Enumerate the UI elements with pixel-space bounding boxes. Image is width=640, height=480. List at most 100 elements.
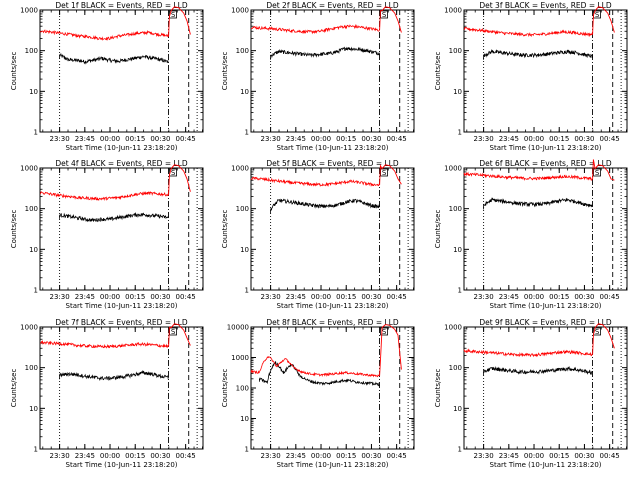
y-tick-label: 1: [458, 129, 462, 137]
detector-panel-1: Det 1f BLACK = Events, RED = LLD 1 10 100 10…: [10, 1, 204, 152]
y-tick-label: 1: [34, 287, 38, 295]
x-tick-label: 00:15: [336, 135, 356, 143]
x-axis-label: Start Time (10-Jun-11 23:18:20): [277, 144, 389, 152]
x-axis-label: Start Time (10-Jun-11 23:18:20): [490, 302, 602, 310]
detector-panel-5: Det 5f BLACK = Events, RED = LLD 1 10 100 10…: [221, 159, 415, 310]
series-line-lld: [251, 23, 380, 35]
detector-panel-4: Det 4f BLACK = Events, RED = LLD 1 10 100 10…: [10, 159, 204, 310]
y-tick-label: 1000: [444, 165, 462, 173]
y-tick-label: 1000: [231, 7, 249, 15]
y-tick-label: 1000: [231, 165, 249, 173]
series-line-lld-rise: [168, 6, 191, 37]
series-line-lld-rise: [592, 159, 615, 181]
plot-frame: [463, 326, 628, 450]
x-tick-label: 00:45: [387, 293, 407, 301]
x-tick-label: 00:00: [311, 135, 331, 143]
y-tick-label: 1000: [20, 7, 38, 15]
x-tick-label: 23:45: [75, 293, 95, 301]
marker-label: S: [382, 328, 387, 336]
y-tick-label: 1: [245, 446, 249, 454]
y-tick-label: 10: [29, 88, 38, 96]
series-line-lld: [463, 171, 593, 181]
y-tick-label: 1: [245, 287, 249, 295]
x-tick-label: 00:45: [600, 452, 620, 460]
x-tick-label: 00:45: [176, 452, 196, 460]
panel-title: Det 5f BLACK = Events, RED = LLD: [266, 159, 399, 168]
x-tick-label: 00:30: [150, 452, 170, 460]
panel-title: Det 9f BLACK = Events, RED = LLD: [479, 318, 612, 327]
plot-frame: [250, 167, 415, 291]
y-tick-label: 1: [458, 287, 462, 295]
x-tick-label: 23:45: [286, 135, 306, 143]
x-tick-label: 00:15: [549, 135, 569, 143]
x-tick-label: 00:15: [125, 135, 145, 143]
series-line-events: [483, 197, 593, 210]
x-tick-label: 00:45: [600, 135, 620, 143]
x-tick-label: 00:00: [100, 452, 120, 460]
marker-label-box: [593, 327, 601, 336]
x-tick-label: 00:00: [100, 293, 120, 301]
x-tick-label: 00:00: [311, 293, 331, 301]
x-tick-label: 00:00: [524, 293, 544, 301]
y-tick-label: 10: [453, 405, 462, 413]
y-axis-label: Counts/sec: [434, 210, 442, 249]
x-tick-label: 00:30: [574, 293, 594, 301]
x-tick-label: 00:45: [387, 452, 407, 460]
marker-label: S: [171, 328, 176, 336]
panel-title: Det 6f BLACK = Events, RED = LLD: [479, 159, 612, 168]
y-tick-label: 100: [449, 364, 462, 372]
y-tick-label: 1000: [444, 7, 462, 15]
panel-title: Det 1f BLACK = Events, RED = LLD: [55, 1, 188, 10]
y-tick-label: 10: [240, 246, 249, 254]
y-axis-label: Counts/sec: [434, 52, 442, 91]
detector-panel-3: Det 3f BLACK = Events, RED = LLD 1 10 100 10…: [434, 1, 628, 152]
marker-label: S: [595, 169, 600, 177]
x-tick-label: 23:30: [261, 135, 281, 143]
series-line-lld-rise: [592, 6, 615, 35]
marker-label-box: [169, 168, 177, 177]
x-tick-label: 23:30: [474, 293, 494, 301]
series-line-lld-rise: [379, 324, 402, 376]
y-tick-label: 100: [449, 47, 462, 55]
x-tick-label: 00:15: [549, 452, 569, 460]
x-tick-label: 00:45: [387, 135, 407, 143]
y-tick-label: 100: [449, 205, 462, 213]
x-tick-label: 23:45: [75, 135, 95, 143]
series-line-events: [483, 48, 593, 60]
x-tick-label: 00:00: [524, 452, 544, 460]
marker-label: S: [171, 11, 176, 19]
x-tick-label: 00:30: [150, 135, 170, 143]
marker-label: S: [595, 11, 600, 19]
x-tick-label: 23:45: [499, 135, 519, 143]
x-tick-label: 00:15: [549, 293, 569, 301]
plot-frame: [463, 9, 628, 133]
y-tick-label: 1000: [444, 324, 462, 332]
y-tick-label: 1: [34, 446, 38, 454]
x-tick-label: 00:15: [336, 293, 356, 301]
plot-frame: [250, 9, 415, 133]
y-tick-label: 100: [25, 364, 38, 372]
panel-title: Det 2f BLACK = Events, RED = LLD: [266, 1, 399, 10]
x-axis-label: Start Time (10-Jun-11 23:18:20): [277, 461, 389, 469]
panel-title: Det 4f BLACK = Events, RED = LLD: [55, 159, 188, 168]
y-tick-label: 1000: [20, 324, 38, 332]
x-tick-label: 23:45: [499, 452, 519, 460]
x-tick-label: 00:15: [125, 452, 145, 460]
series-line-lld-rise: [168, 164, 191, 195]
series-line-events: [270, 198, 380, 214]
y-tick-label: 100: [25, 47, 38, 55]
y-tick-label: 100: [25, 205, 38, 213]
x-tick-label: 23:45: [75, 452, 95, 460]
x-tick-label: 00:30: [361, 135, 381, 143]
x-tick-label: 00:30: [361, 452, 381, 460]
series-line-lld: [39, 191, 169, 202]
y-axis-label: Counts/sec: [10, 369, 18, 408]
y-axis-label: Counts/sec: [221, 369, 229, 408]
y-tick-label: 10: [240, 415, 249, 423]
y-tick-label: 100: [236, 47, 249, 55]
plot-frame: [39, 167, 204, 291]
plot-frame: [463, 167, 628, 291]
series-line-lld: [463, 348, 593, 358]
marker-label: S: [382, 11, 387, 19]
